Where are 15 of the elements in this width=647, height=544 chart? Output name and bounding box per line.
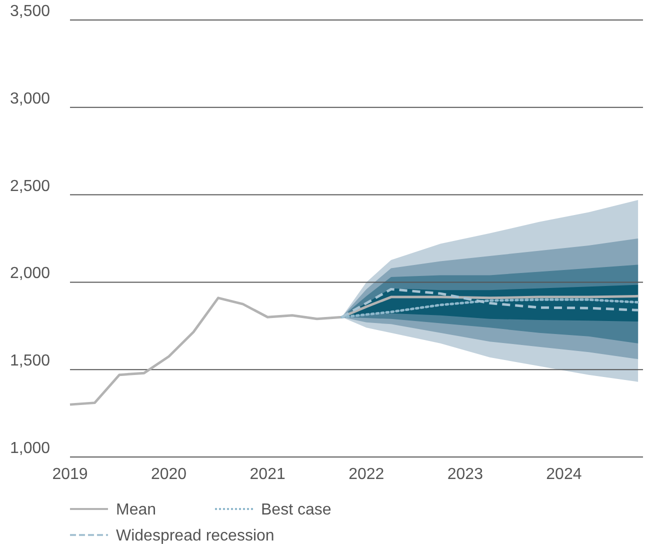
y-tick-label: 2,500 [10,178,50,195]
legend-label: Widespread recession [116,528,274,544]
x-tick-label: 2019 [52,466,88,483]
legend-label: Best case [261,502,332,519]
y-tick-label: 3,000 [10,90,50,108]
x-tick-label: 2022 [348,466,384,483]
y-tick-label: 2,000 [10,265,50,282]
x-tick-label: 2024 [546,466,582,483]
y-tick-label: 1,500 [10,352,50,370]
y-tick-label: 1,000 [10,440,50,457]
x-tick-label: 2020 [150,466,187,483]
legend-label: Mean [116,502,156,519]
x-tick-label: 2021 [250,466,286,483]
y-tick-label: 3,500 [10,3,50,20]
x-tick-label: 2023 [447,466,484,483]
